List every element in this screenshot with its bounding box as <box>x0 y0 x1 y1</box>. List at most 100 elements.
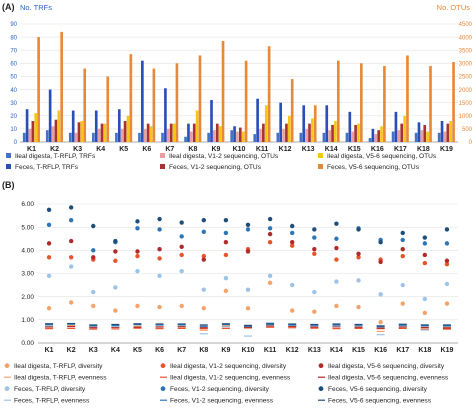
scatter-point <box>135 303 140 309</box>
scatter-point <box>68 205 74 210</box>
scatter-point <box>157 256 162 261</box>
panel-a-legend: Ileal digesta, T-RFLP, TRFs Ileal digesta… <box>6 153 437 171</box>
left-tick-label: 30 <box>10 101 17 107</box>
bar <box>164 88 167 142</box>
legend-entry: Ileal digesta, T-RFLP, diversity <box>14 363 103 370</box>
scatter-point <box>312 309 317 314</box>
bar <box>169 123 173 142</box>
bar <box>83 68 87 142</box>
bar <box>429 65 432 142</box>
scatter-point <box>223 218 229 223</box>
bar <box>282 128 285 142</box>
left-tick-label: 70 <box>10 48 17 54</box>
category-label: K19 <box>440 146 453 153</box>
legend-entry: Ileal digesta, V5-6 sequencing, evenness <box>328 375 449 382</box>
scatter-point <box>267 273 273 279</box>
legend-entry: Feces, T-RFLP, evenness <box>14 398 90 405</box>
right-tick-label: 500 <box>462 127 473 133</box>
scatter-point <box>68 238 74 244</box>
category-label: K8 <box>188 146 197 153</box>
y-tick-label: 1.00 <box>21 317 34 324</box>
scatter-point <box>91 303 96 309</box>
scatter-point <box>157 227 162 232</box>
legend-swatch <box>318 363 324 369</box>
scatter-point <box>113 258 118 263</box>
category-label: K2 <box>50 146 59 153</box>
bar <box>71 110 75 142</box>
scatter-point <box>290 223 295 229</box>
bar <box>371 128 375 142</box>
bar <box>233 126 236 142</box>
scatter-point <box>223 230 229 236</box>
category-label: K12 <box>279 146 292 153</box>
legend-swatch <box>160 386 166 392</box>
category-label: K4 <box>111 347 120 354</box>
bar <box>287 115 291 142</box>
bar <box>377 130 380 142</box>
bar <box>328 130 331 142</box>
category-label: K7 <box>165 146 174 153</box>
scatter-point <box>68 264 74 269</box>
bar <box>420 130 424 142</box>
scatter-point <box>312 289 317 295</box>
right-tick-label: 1500 <box>459 101 473 107</box>
right-tick-label: 3000 <box>459 62 473 68</box>
bar <box>172 123 176 142</box>
bar <box>397 130 401 142</box>
scatter-point <box>400 237 405 243</box>
scatter-point <box>378 319 383 325</box>
category-label: K1 <box>45 347 54 354</box>
legend-swatch <box>318 153 323 158</box>
scatter-point <box>334 221 339 226</box>
scatter-point <box>356 227 361 232</box>
bar <box>336 60 340 142</box>
legend-swatch <box>6 164 11 169</box>
bar <box>262 123 265 142</box>
bar <box>129 54 133 142</box>
scatter-point <box>378 259 383 265</box>
left-tick-label: 90 <box>10 22 17 28</box>
left-axis-title: No. TRFs <box>20 3 52 12</box>
scatter-point <box>444 281 450 287</box>
bar <box>383 65 386 142</box>
scatter-point <box>46 306 52 311</box>
bar <box>354 124 357 142</box>
scatter-point <box>334 279 339 284</box>
scatter-point <box>444 301 450 306</box>
bar <box>60 31 63 142</box>
legend-swatch <box>318 386 324 392</box>
bar <box>345 132 349 142</box>
bar <box>391 131 395 142</box>
bar <box>207 132 210 142</box>
bar <box>97 128 101 142</box>
scatter-point <box>245 249 251 254</box>
bar <box>166 128 170 142</box>
scatter-point <box>312 235 317 240</box>
scatter-point <box>46 222 52 228</box>
left-tick-label: 0 <box>14 140 18 146</box>
bar <box>146 123 150 142</box>
category-label: K17 <box>396 347 409 354</box>
category-label: K7 <box>177 347 186 354</box>
bar <box>264 105 268 142</box>
scatter-point <box>91 248 96 253</box>
category-label: K9 <box>221 347 230 354</box>
bar <box>403 115 406 142</box>
category-label: K10 <box>233 146 246 153</box>
bar <box>334 121 337 142</box>
scatter-point <box>68 218 74 223</box>
bar <box>299 132 303 142</box>
legend-entry: Feces, V1-2 sequencing, evenness <box>170 398 274 405</box>
scatter-point <box>290 308 295 313</box>
bar <box>351 131 355 142</box>
scatter-point <box>68 300 74 305</box>
bar <box>37 37 40 142</box>
bar <box>100 123 104 142</box>
category-label: K18 <box>418 347 431 354</box>
bar <box>175 63 179 143</box>
category-label: K16 <box>371 146 384 153</box>
scatter-point <box>422 260 428 266</box>
scatter-point <box>245 222 251 228</box>
legend-entry: Ileal digesta, V5-6 sequencing, diversit… <box>328 363 445 370</box>
